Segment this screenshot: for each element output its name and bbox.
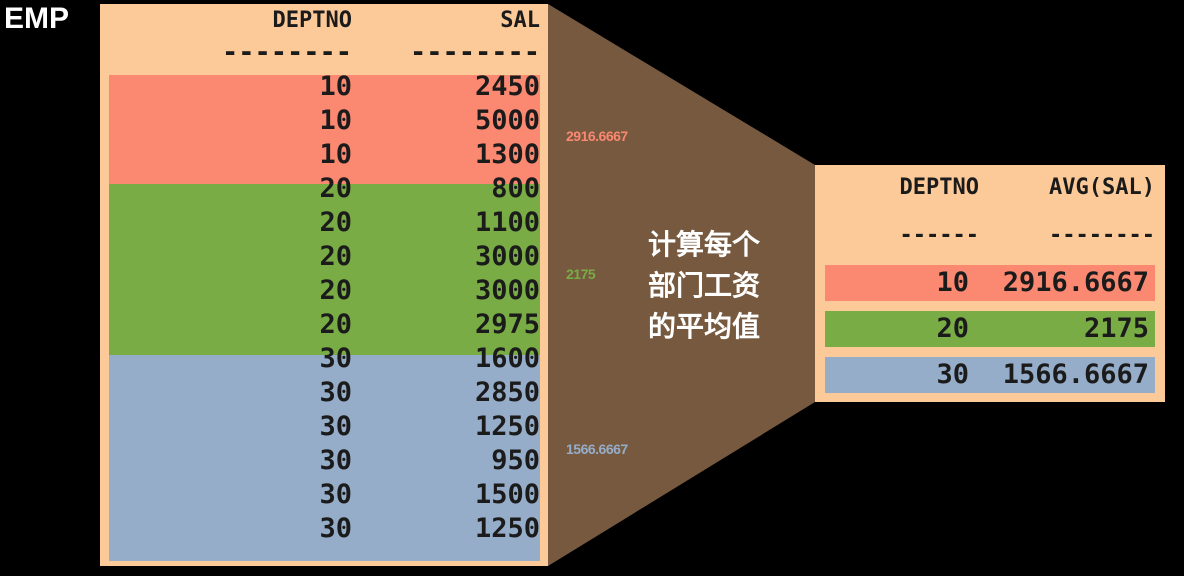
table-row: 10 5000 — [100, 105, 548, 139]
deptno-cell: 20 — [319, 309, 352, 340]
caption-line: 的平均值 — [648, 310, 761, 343]
deptno-cell: 30 — [319, 479, 352, 510]
sal-cell: 2850 — [474, 377, 540, 408]
emp-table: DEPTNO SAL -------- -------- 10 2450 10 50… — [100, 4, 548, 566]
table-row: 20 2175 — [825, 311, 1155, 347]
deptno-cell: 20 — [319, 173, 352, 204]
table-row: 20 3000 — [100, 275, 548, 309]
sal-cell: 5000 — [474, 105, 540, 136]
sal-cell: 1600 — [474, 343, 540, 374]
col-header-deptno: DEPTNO — [272, 8, 352, 33]
avg-sal-cell: 2175 — [1083, 313, 1149, 344]
emp-header-separator: -------- -------- — [100, 37, 548, 71]
separator-sal: -------- — [409, 37, 540, 68]
table-row: 30 1566.6667 — [825, 357, 1155, 393]
deptno-cell: 20 — [319, 207, 352, 238]
deptno-cell: 30 — [319, 377, 352, 408]
sal-cell: 2450 — [474, 71, 540, 102]
separator-deptno: ------ — [899, 223, 979, 248]
table-row: 20 2975 — [100, 309, 548, 343]
deptno-cell: 20 — [319, 241, 352, 272]
dept-20-band — [109, 184, 540, 355]
sal-cell: 1300 — [474, 139, 540, 170]
separator-deptno: -------- — [221, 37, 352, 68]
table-row: 20 3000 — [100, 241, 548, 275]
col-header-avg-sal: AVG(SAL) — [1049, 175, 1155, 200]
sal-cell: 950 — [491, 445, 540, 476]
emp-header-row: DEPTNO SAL — [100, 8, 548, 42]
deptno-cell: 20 — [319, 275, 352, 306]
caption-line: 部门工资 — [648, 269, 761, 302]
table-row: 20 1100 — [100, 207, 548, 241]
deptno-cell: 10 — [936, 267, 969, 298]
result-header-row: DEPTNO AVG(SAL) — [815, 175, 1165, 205]
dept-30-band — [109, 355, 540, 561]
table-row: 20 800 — [100, 173, 548, 207]
table-row: 30 1250 — [100, 411, 548, 445]
funnel-caption: 计算每个 部门工资 的平均值 — [648, 224, 788, 347]
separator-avg-sal: -------- — [1049, 223, 1155, 248]
result-table: DEPTNO AVG(SAL) ------ -------- 10 2916.… — [815, 165, 1165, 402]
dept-10-average-label: 2916.6667 — [566, 128, 628, 144]
table-row: 10 2916.6667 — [825, 265, 1155, 301]
table-row: 30 1500 — [100, 479, 548, 513]
sal-cell: 3000 — [474, 241, 540, 272]
table-row: 10 2450 — [100, 71, 548, 105]
deptno-cell: 20 — [936, 313, 969, 344]
deptno-cell: 10 — [319, 105, 352, 136]
avg-sal-cell: 1566.6667 — [1002, 359, 1149, 390]
dept-20-average-label: 2175 — [566, 266, 596, 282]
result-header-separator: ------ -------- — [815, 223, 1165, 253]
emp-table-title: EMP — [4, 2, 70, 35]
sal-cell: 2975 — [474, 309, 540, 340]
deptno-cell: 30 — [319, 343, 352, 374]
avg-sal-cell: 2916.6667 — [1002, 267, 1149, 298]
sal-cell: 1500 — [474, 479, 540, 510]
deptno-cell: 30 — [319, 411, 352, 442]
table-row: 30 950 — [100, 445, 548, 479]
deptno-cell: 10 — [319, 71, 352, 102]
dept-30-average-label: 1566.6667 — [566, 441, 628, 457]
deptno-cell: 30 — [319, 513, 352, 544]
table-row: 30 1250 — [100, 513, 548, 547]
sal-cell: 1100 — [474, 207, 540, 238]
deptno-cell: 30 — [319, 445, 352, 476]
table-row: 30 2850 — [100, 377, 548, 411]
table-row: 30 1600 — [100, 343, 548, 377]
sal-cell: 3000 — [474, 275, 540, 306]
sal-cell: 1250 — [474, 513, 540, 544]
table-row: 10 1300 — [100, 139, 548, 173]
deptno-cell: 10 — [319, 139, 352, 170]
deptno-cell: 30 — [936, 359, 969, 390]
col-header-sal: SAL — [500, 8, 540, 33]
sal-cell: 1250 — [474, 411, 540, 442]
funnel-shape — [548, 4, 815, 566]
sal-cell: 800 — [491, 173, 540, 204]
dept-10-band — [109, 75, 540, 184]
caption-line: 计算每个 — [648, 228, 761, 261]
col-header-deptno: DEPTNO — [899, 175, 979, 200]
